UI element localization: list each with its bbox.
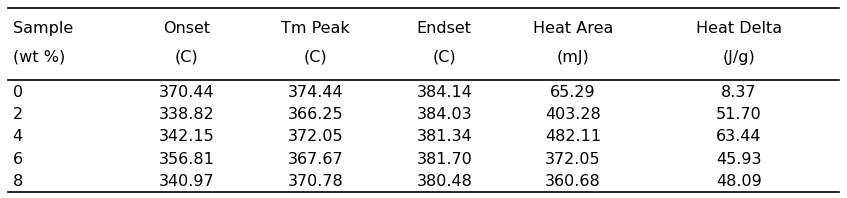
Text: (J/g): (J/g) (722, 50, 756, 65)
Text: 51.70: 51.70 (716, 107, 761, 122)
Text: 370.78: 370.78 (288, 174, 344, 189)
Text: 366.25: 366.25 (288, 107, 343, 122)
Text: (C): (C) (304, 50, 328, 65)
Text: 63.44: 63.44 (717, 129, 761, 144)
Text: 6: 6 (13, 152, 23, 167)
Text: 338.82: 338.82 (159, 107, 215, 122)
Text: 342.15: 342.15 (159, 129, 215, 144)
Text: 372.05: 372.05 (288, 129, 343, 144)
Text: 403.28: 403.28 (545, 107, 601, 122)
Text: Tm Peak: Tm Peak (281, 21, 350, 36)
Text: 4: 4 (13, 129, 23, 144)
Text: Heat Delta: Heat Delta (696, 21, 782, 36)
Text: 48.09: 48.09 (716, 174, 761, 189)
Text: Onset: Onset (163, 21, 211, 36)
Text: 45.93: 45.93 (717, 152, 761, 167)
Text: 482.11: 482.11 (545, 129, 601, 144)
Text: 360.68: 360.68 (545, 174, 601, 189)
Text: 372.05: 372.05 (545, 152, 601, 167)
Text: (wt %): (wt %) (13, 50, 65, 65)
Text: (mJ): (mJ) (556, 50, 590, 65)
Text: 384.14: 384.14 (417, 85, 472, 100)
Text: 384.03: 384.03 (417, 107, 472, 122)
Text: Endset: Endset (417, 21, 472, 36)
Text: 340.97: 340.97 (159, 174, 215, 189)
Text: 0: 0 (13, 85, 23, 100)
Text: Heat Area: Heat Area (533, 21, 613, 36)
Text: (C): (C) (433, 50, 456, 65)
Text: 381.34: 381.34 (417, 129, 472, 144)
Text: 374.44: 374.44 (288, 85, 343, 100)
Text: 380.48: 380.48 (417, 174, 472, 189)
Text: 356.81: 356.81 (159, 152, 215, 167)
Text: 370.44: 370.44 (159, 85, 215, 100)
Text: (C): (C) (175, 50, 199, 65)
Text: 2: 2 (13, 107, 23, 122)
Text: 8.37: 8.37 (721, 85, 756, 100)
Text: 367.67: 367.67 (288, 152, 343, 167)
Text: 8: 8 (13, 174, 23, 189)
Text: Sample: Sample (13, 21, 73, 36)
Text: 65.29: 65.29 (550, 85, 595, 100)
Text: 381.70: 381.70 (417, 152, 472, 167)
